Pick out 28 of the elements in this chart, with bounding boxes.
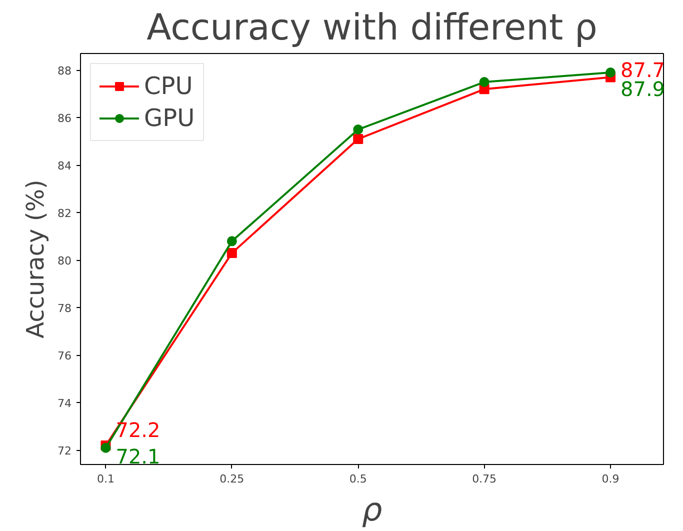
point: [226, 248, 237, 258]
y-tick-label: 72: [58, 444, 72, 458]
point: [606, 68, 616, 78]
y-tick-label: 74: [58, 397, 72, 410]
y-tick-label: 84: [58, 160, 72, 173]
y-tick-label: 86: [58, 112, 72, 126]
x-tick-label: 0.75: [472, 472, 497, 486]
y-axis-title: Accuracy (%): [22, 180, 50, 338]
y-tick-label: 76: [58, 350, 72, 363]
x-axis-title: ρ: [362, 490, 382, 528]
point: [479, 77, 490, 87]
y-tick-label: 82: [58, 207, 72, 220]
legend-label: GPU: [144, 104, 195, 132]
legend-label: CPU: [144, 72, 193, 100]
x-tick-label: 0.1: [96, 472, 114, 486]
point: [226, 236, 237, 246]
point: [100, 442, 111, 453]
x-tick-label: 0.25: [220, 472, 244, 486]
y-tick-label: 80: [58, 254, 72, 268]
y-tick-label: 88: [58, 64, 72, 78]
point: [353, 134, 364, 144]
chart-title: Accuracy with different ρ: [146, 8, 598, 48]
x-tick-label: 0.9: [602, 472, 620, 486]
data-label: 72.2: [116, 418, 160, 442]
data-label: 72.1: [116, 444, 160, 468]
point: [353, 124, 364, 135]
y-tick-label: 78: [58, 302, 72, 316]
x-tick-label: 0.5: [349, 472, 367, 486]
